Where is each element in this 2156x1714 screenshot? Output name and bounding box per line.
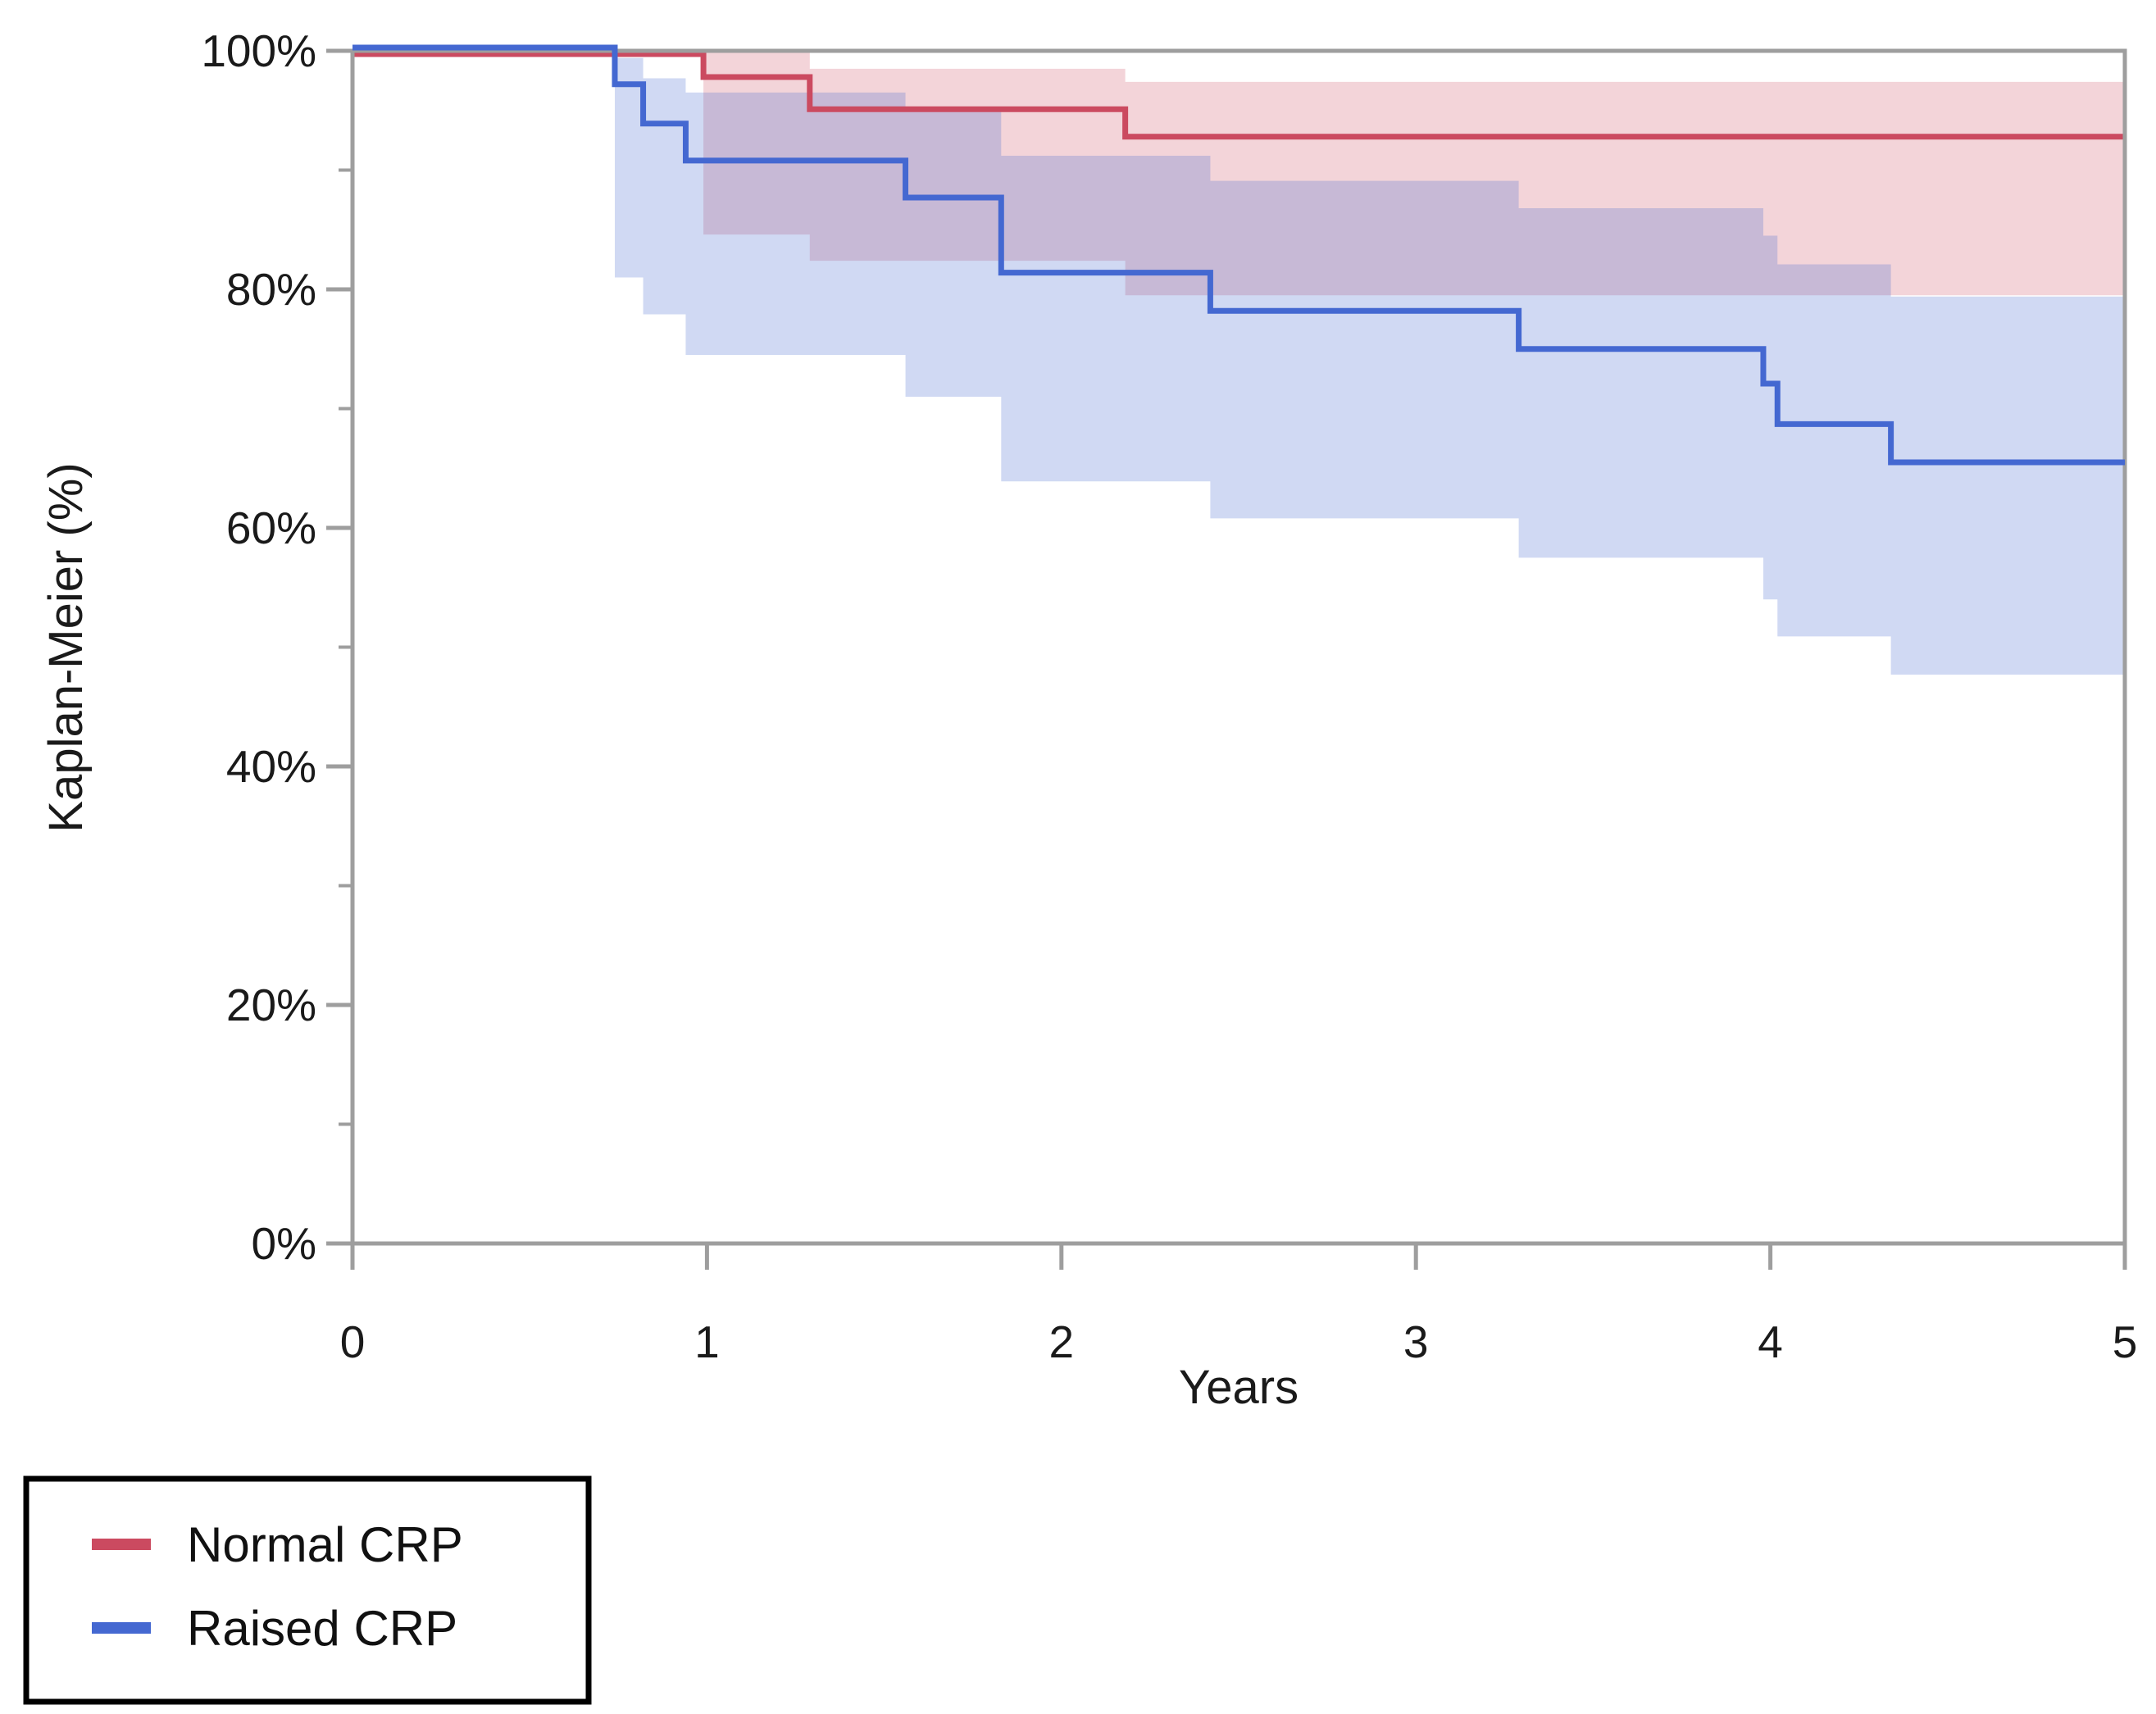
ci-band-raised-crp xyxy=(614,57,2125,675)
y-tick-label: 0% xyxy=(252,1218,317,1269)
x-tick-label: 4 xyxy=(1758,1316,1783,1367)
x-tick-labels: 0 1 2 3 4 5 xyxy=(340,1316,2138,1367)
legend-box xyxy=(23,1475,592,1705)
x-tick-label: 0 xyxy=(340,1316,366,1367)
x-axis-title: Years xyxy=(1179,1361,1299,1414)
y-tick-label: 40% xyxy=(226,741,316,792)
survival-step-line-raised-crp xyxy=(353,44,2125,466)
y-axis-title: Kaplan-Meier (%) xyxy=(39,462,93,832)
y-tick-label: 60% xyxy=(226,502,316,553)
x-tick-label: 1 xyxy=(694,1316,720,1367)
legend-label-normal-crp: Normal CRP xyxy=(187,1517,463,1572)
x-tick-label: 2 xyxy=(1049,1316,1075,1367)
x-tick-label: 3 xyxy=(1403,1316,1429,1367)
survival-curve-normal-crp xyxy=(353,51,2125,140)
y-tick-labels: 100% 80% 60% 40% 20% 0% xyxy=(201,25,316,1269)
x-tick-label: 5 xyxy=(2113,1316,2138,1367)
legend: Normal CRP Raised CRP xyxy=(23,1475,592,1705)
survival-step-line-normal-crp xyxy=(353,51,2125,140)
axis-ticks xyxy=(326,48,2127,1270)
y-tick-label: 100% xyxy=(201,25,316,76)
legend-label-raised-crp: Raised CRP xyxy=(187,1601,457,1656)
ci-band-normal-crp xyxy=(703,52,2126,296)
y-tick-label: 80% xyxy=(226,264,316,315)
confidence-bands xyxy=(614,52,2126,675)
y-tick-label: 20% xyxy=(226,980,316,1030)
survival-curve-raised-crp xyxy=(353,44,2125,466)
